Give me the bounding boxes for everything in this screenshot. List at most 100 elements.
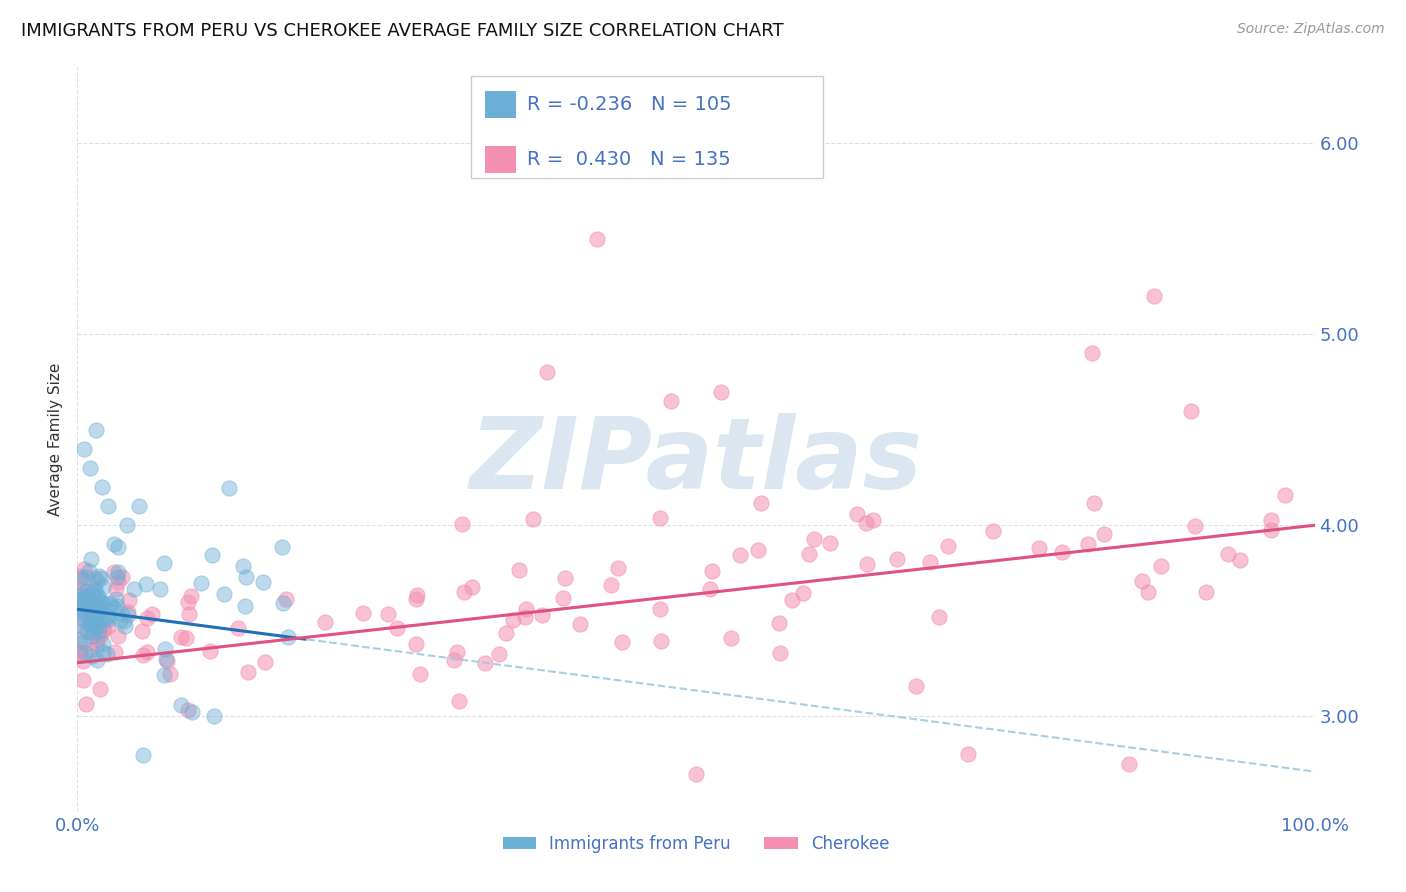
Point (600, 578, 623, 592)
Point (198, 644, 221, 658)
Point (177, 607, 200, 621)
Point (957, 747, 980, 762)
Point (86, 590, 108, 604)
Point (1194, 584, 1216, 599)
Point (122, 582, 145, 596)
Point (97, 612, 120, 626)
Point (1137, 584, 1160, 599)
Point (648, 511, 671, 525)
Point (606, 561, 628, 575)
Point (83, 606, 105, 620)
Point (91, 580, 114, 594)
Point (75, 597, 97, 611)
Point (918, 555, 941, 569)
Point (135, 611, 157, 625)
Point (536, 366, 558, 380)
Point (90, 604, 112, 618)
Text: Source: ZipAtlas.com: Source: ZipAtlas.com (1237, 22, 1385, 37)
Point (218, 481, 240, 495)
Point (82, 608, 104, 623)
Point (89, 596, 111, 610)
Point (105, 591, 128, 606)
Point (792, 586, 814, 600)
Point (1184, 519, 1206, 533)
Point (76, 584, 98, 599)
Point (720, 632, 742, 646)
Point (84, 423, 107, 437)
Point (66, 589, 89, 603)
Point (69, 641, 91, 656)
Point (155, 652, 177, 666)
Point (97, 619, 120, 633)
Point (659, 394, 682, 409)
Point (274, 592, 297, 607)
Point (1180, 403, 1202, 417)
Point (228, 621, 250, 635)
Point (450, 517, 472, 532)
Point (1274, 487, 1296, 501)
Text: R =  0.430   N = 135: R = 0.430 N = 135 (527, 150, 731, 169)
Point (107, 540, 129, 554)
Point (214, 587, 236, 601)
Point (84, 619, 107, 633)
Point (67, 645, 90, 659)
Point (82, 625, 104, 640)
Point (904, 679, 927, 693)
Point (768, 616, 790, 631)
Point (846, 507, 869, 521)
Point (75, 698, 97, 712)
Point (117, 608, 139, 623)
Point (107, 629, 129, 643)
Point (67, 593, 90, 607)
Point (84, 601, 107, 615)
Point (84, 597, 107, 611)
Point (141, 607, 163, 622)
Point (610, 635, 633, 649)
Point (83, 582, 105, 596)
Point (80, 629, 103, 643)
Point (115, 518, 138, 533)
Point (72, 613, 94, 627)
Point (799, 547, 821, 561)
Point (1092, 526, 1115, 541)
Point (82, 648, 104, 663)
Point (446, 645, 468, 659)
Point (1150, 559, 1173, 574)
Point (75, 584, 97, 599)
Point (352, 606, 374, 620)
Point (72, 442, 94, 456)
Point (72, 673, 94, 687)
Point (72, 635, 94, 649)
Point (181, 706, 204, 720)
Point (554, 571, 576, 585)
Point (91, 637, 114, 651)
Point (91, 596, 114, 610)
Point (97, 608, 120, 623)
Point (75, 570, 97, 584)
Point (862, 513, 884, 527)
Point (90, 571, 112, 585)
Point (488, 647, 510, 661)
Point (201, 549, 224, 563)
Point (89, 569, 111, 583)
Point (103, 600, 125, 615)
Point (1081, 346, 1104, 360)
Point (377, 607, 399, 622)
Point (86, 638, 108, 652)
Point (87, 601, 110, 615)
Point (111, 570, 134, 584)
Point (83, 597, 105, 611)
Point (83, 571, 105, 585)
Point (818, 536, 841, 550)
Point (856, 557, 879, 571)
Point (1229, 553, 1251, 567)
Point (70, 599, 93, 614)
Point (1118, 756, 1140, 771)
Point (77, 589, 100, 603)
Point (254, 655, 277, 669)
Point (69, 574, 91, 588)
Point (76, 617, 98, 632)
Point (91, 480, 114, 494)
Text: R = -0.236   N = 105: R = -0.236 N = 105 (527, 95, 733, 114)
Point (66, 606, 89, 620)
